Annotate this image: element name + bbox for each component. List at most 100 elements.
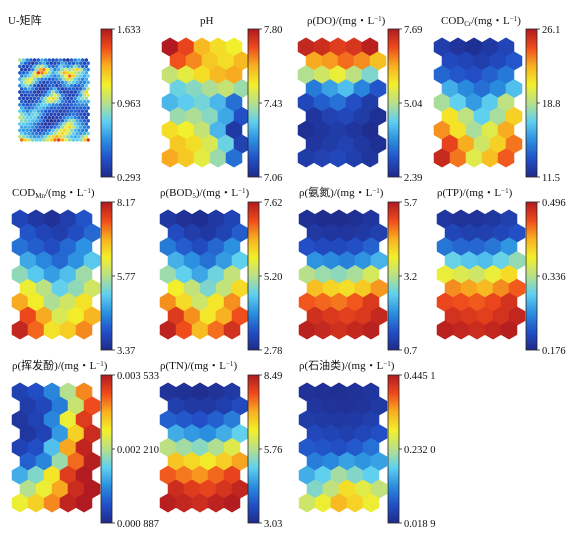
hex-cell [59,209,77,229]
umatrix-cell [19,61,24,66]
umatrix-cell [79,93,83,98]
hex-cell [361,92,379,113]
colorbar-tick-label: 18.8 [542,99,560,110]
umatrix-cell [75,74,79,78]
hex-cell [167,396,185,416]
umatrix-cell [67,99,72,104]
umatrix-cell [64,67,68,72]
umatrix-cell [29,77,33,82]
umatrix-cell [21,58,26,62]
umatrix-cell [75,86,79,91]
hex-cell [167,251,185,271]
hex-cell [330,292,348,312]
umatrix-cell [34,93,39,98]
hex-cell [362,320,380,340]
hex-cell [11,382,29,402]
umatrix-cell [51,122,55,126]
umatrix-cell [73,70,77,75]
umatrix-cell [29,83,33,88]
hex-cell [329,120,347,140]
hex-cell [215,251,233,271]
umatrix-cell [34,80,39,85]
hex-cell [338,278,356,298]
umatrix-cell [60,99,65,104]
umatrix-cell [73,102,77,107]
hex-cell [75,410,93,430]
hex-cell [362,292,380,312]
hex-cell [51,396,69,416]
hex-cell [492,278,510,298]
hex-cell [27,292,45,312]
umatrix-cell [62,77,66,82]
hex-cell [191,382,209,402]
umatrix-cell [29,102,33,107]
umatrix-cell [51,77,55,82]
hex-cell [67,278,85,298]
hex-cell [508,278,526,298]
umatrix-cell [27,99,31,104]
umatrix-cell [55,109,59,114]
umatrix-cell [38,131,42,136]
hex-cell [27,237,45,257]
umatrix-cell [71,86,76,91]
umatrix-cell [49,61,53,66]
umatrix-cell [40,122,44,126]
umatrix-cell [29,64,33,69]
hex-cell [460,306,478,326]
umatrix-cell [53,118,57,123]
umatrix-cell [51,115,55,120]
umatrix-cell [36,58,41,62]
hex-cell [297,92,315,113]
umatrix-cell [38,99,42,104]
umatrix-cell [55,70,59,75]
hex-cell [27,437,45,458]
umatrix-cell [25,115,29,120]
umatrix-cell [23,112,28,117]
umatrix-cell [51,96,55,101]
umatrix-cell [82,125,87,130]
umatrix-cell [75,61,79,66]
umatrix-cell [73,83,77,88]
umatrix-cell [69,58,74,62]
umatrix-cell [47,83,52,88]
panel-title-cod-cr: CODCr/(mg・L−1) [441,15,521,28]
hex-cell [19,424,37,444]
hex-cell [330,437,348,458]
hex-cell [473,79,491,99]
umatrix-cell [19,99,24,104]
umatrix-cell [31,80,35,85]
hex-cell [223,493,241,513]
umatrix-cell [58,128,63,133]
hex-cell [337,51,355,71]
umatrix-cell [55,122,59,126]
umatrix-cell [45,93,50,98]
hex-map-u-matrix [18,58,90,142]
umatrix-cell [77,77,81,82]
hex-cell [199,424,217,444]
umatrix-cell [64,86,68,91]
umatrix-cell [56,80,61,85]
umatrix-cell [47,64,52,69]
hex-cell [505,51,523,71]
hex-cell [209,148,227,168]
hex-cell [175,209,193,229]
umatrix-cell [56,106,61,110]
umatrix-cell [49,112,53,117]
hex-cell [298,237,316,257]
umatrix-cell [58,70,63,75]
hex-cell [19,306,37,326]
hex-cell [27,320,45,340]
hex-cell [159,264,177,285]
hex-cell [452,320,470,340]
umatrix-cell [49,138,53,142]
hex-cell [159,209,177,229]
umatrix-cell [19,74,24,78]
hex-cell [436,320,454,340]
umatrix-cell [40,58,44,62]
hex-cell [167,424,185,444]
umatrix-cell [62,96,66,101]
hex-cell [67,306,85,326]
umatrix-cell [19,125,24,130]
umatrix-cell [29,115,33,120]
hex-cell [59,237,77,257]
